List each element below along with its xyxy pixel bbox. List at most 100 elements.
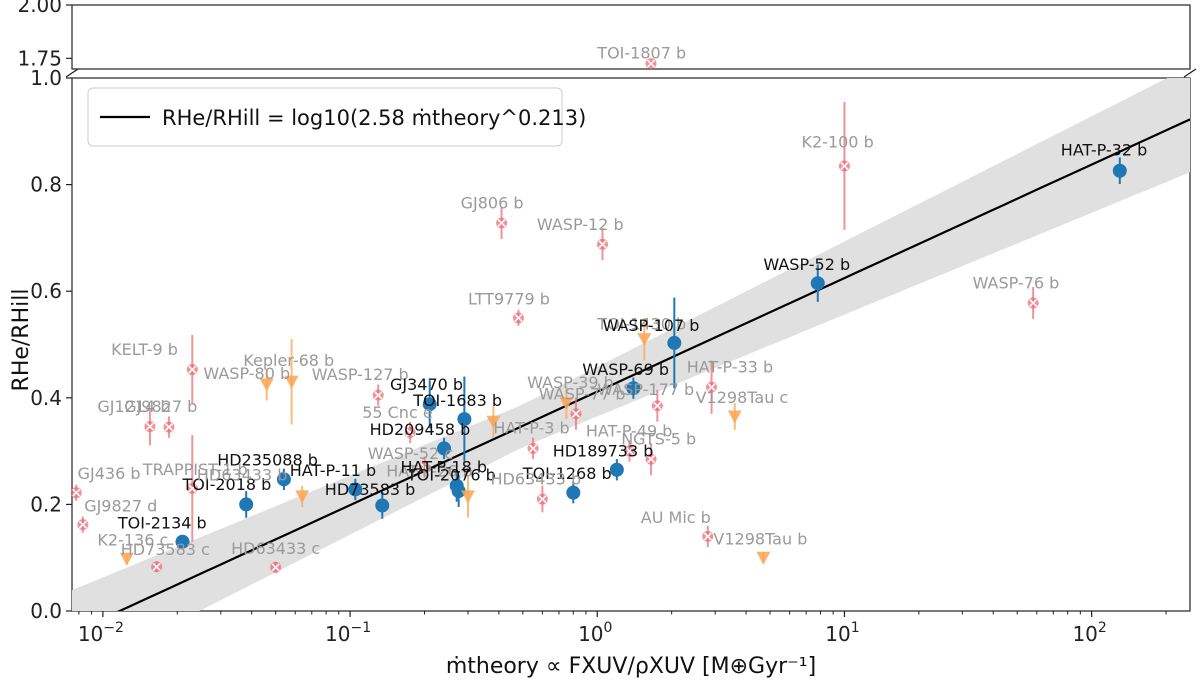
point-label: WASP-80 b bbox=[203, 364, 290, 383]
point-label: GJ1214 b bbox=[97, 397, 170, 416]
y-tick-label: 1.0 bbox=[30, 66, 62, 90]
non-detection-marker bbox=[151, 561, 163, 573]
non-detection-marker bbox=[623, 445, 635, 457]
point-label: HD63433 b bbox=[491, 470, 582, 489]
non-detection-marker bbox=[702, 530, 714, 542]
detection-point bbox=[348, 482, 363, 497]
point-label: HD63433 c bbox=[231, 539, 320, 558]
axis-ticks: 10−2 10−1 100 101 102 0.0 0.2 0.4 0.6 0.8 1.01.75 2… bbox=[17, 0, 1167, 646]
point-label: V1298Tau b bbox=[713, 529, 807, 548]
point-label: HD73583 c bbox=[121, 540, 210, 559]
point-label: HAT-P-33 b bbox=[687, 358, 773, 377]
detection-point bbox=[375, 498, 390, 513]
point-label: HAT-P-3 b bbox=[493, 419, 569, 438]
legend-box bbox=[87, 87, 563, 147]
point-label: HD209458 b bbox=[370, 420, 471, 439]
upper-limit-marker bbox=[284, 375, 299, 389]
point-label: GJ436 b bbox=[78, 464, 141, 483]
y-tick-label-top: 1.75 bbox=[17, 46, 62, 70]
non-detection-marker bbox=[270, 561, 282, 573]
non-detection-marker bbox=[186, 482, 198, 494]
detection-point bbox=[667, 335, 682, 350]
non-detection-marker bbox=[838, 160, 850, 172]
point-label: HAT-P-32 b bbox=[1061, 140, 1147, 159]
y-axis-label: RHe/RHill bbox=[9, 289, 34, 392]
point-label: AU Mic b bbox=[641, 508, 711, 527]
markers bbox=[70, 58, 1127, 573]
non-detection-marker bbox=[645, 453, 657, 465]
point-label: TOI-1807 b bbox=[596, 43, 686, 62]
point-label: HD63433 b bbox=[197, 465, 288, 484]
upper-limit-marker bbox=[259, 378, 274, 392]
point-label: K2-136 c bbox=[97, 530, 168, 549]
point-label: WASP-127 b bbox=[312, 365, 409, 384]
point-label: WASP-12 b bbox=[537, 215, 624, 234]
upper-limit-marker bbox=[727, 410, 742, 424]
point-label: WASP-52 b bbox=[763, 255, 850, 274]
point-labels: TOI-1807 b HAT-P-32 b K2-100 b GJ806 b WASP-… bbox=[78, 43, 1148, 559]
detection-point bbox=[175, 534, 190, 549]
non-detection-marker bbox=[512, 312, 524, 324]
upper-limit-marker bbox=[756, 551, 771, 565]
non-detection-marker bbox=[70, 487, 82, 499]
non-detection-marker bbox=[186, 364, 198, 376]
non-detection-marker bbox=[645, 58, 657, 70]
break-mark bbox=[1183, 68, 1197, 78]
x-tick-label: 10−1 bbox=[325, 620, 371, 646]
point-label: WASP-52 c bbox=[368, 444, 453, 463]
break-mark bbox=[65, 68, 79, 78]
point-label: TOI-1430 b bbox=[596, 315, 686, 334]
point-label: WASP-69 b bbox=[582, 360, 669, 379]
point-label: WASP-77 b bbox=[539, 384, 626, 403]
point-label: HAT-P-26 b bbox=[386, 462, 472, 481]
y-tick-label: 0.4 bbox=[30, 386, 62, 410]
detection-point bbox=[422, 397, 437, 412]
point-label: WASP-39 b bbox=[527, 373, 614, 392]
x-tick-label: 102 bbox=[1072, 620, 1106, 646]
x-tick-label: 100 bbox=[578, 620, 612, 646]
upper-limit-marker bbox=[461, 490, 476, 504]
x-tick-label: 10−2 bbox=[78, 620, 124, 646]
non-detection-marker bbox=[651, 400, 663, 412]
detection-point bbox=[609, 462, 624, 477]
point-label: WASP-76 b bbox=[973, 274, 1060, 293]
point-label: LTT9779 b bbox=[468, 290, 550, 309]
point-label: TOI-2076 b bbox=[406, 465, 496, 484]
non-detection-marker bbox=[536, 493, 548, 505]
x-axis-label: ṁtheory ∝ FXUV/ρXUV [M⊕Gyr⁻¹] bbox=[446, 654, 816, 679]
point-label: GJ9827 d bbox=[84, 496, 157, 515]
upper-limit-marker bbox=[295, 490, 310, 504]
point-label: 55 Cnc e bbox=[362, 403, 432, 422]
top-panel-frame bbox=[71, 4, 1191, 70]
point-label: GJ9827 b bbox=[124, 397, 197, 416]
upper-limit-marker bbox=[486, 415, 501, 429]
legend: RHe/RHill = log10(2.58 ṁtheory^0.213) bbox=[87, 87, 586, 147]
non-detection-marker bbox=[404, 426, 416, 438]
non-detection-marker bbox=[706, 381, 718, 393]
confidence-band bbox=[72, 78, 1190, 611]
y-tick-label: 0.2 bbox=[30, 492, 62, 516]
y-tick-label-top: 2.00 bbox=[17, 0, 62, 17]
non-detection-marker bbox=[527, 442, 539, 454]
y-tick-label: 0.6 bbox=[30, 279, 62, 303]
point-label: HAT-P-11 b bbox=[290, 461, 376, 480]
detection-point bbox=[457, 412, 472, 427]
point-label: WASP-177 b bbox=[597, 380, 694, 399]
point-label: TOI-1268 b bbox=[522, 464, 612, 483]
detection-point bbox=[276, 472, 291, 487]
detection-point bbox=[239, 497, 254, 512]
y-tick-label: 0.0 bbox=[30, 599, 62, 623]
detection-point bbox=[566, 485, 581, 500]
detection-point bbox=[626, 381, 641, 396]
point-label: GJ806 b bbox=[461, 194, 524, 213]
upper-limit-marker bbox=[559, 397, 574, 411]
point-label: HD73583 b bbox=[325, 480, 416, 499]
non-detection-marker bbox=[596, 238, 608, 250]
detection-point bbox=[451, 484, 466, 499]
fit-line bbox=[116, 118, 1190, 611]
non-detection-marker bbox=[77, 519, 89, 531]
point-label: HAT-P-49 b bbox=[586, 422, 672, 441]
point-label: TOI-2134 b bbox=[117, 513, 207, 532]
x-tick-label: 101 bbox=[825, 620, 859, 646]
